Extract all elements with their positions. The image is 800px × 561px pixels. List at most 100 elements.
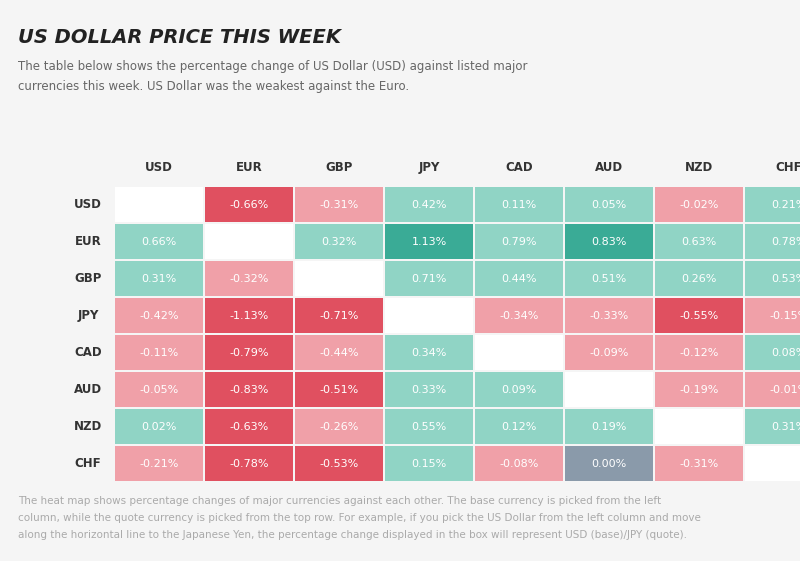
Text: US DOLLAR PRICE THIS WEEK: US DOLLAR PRICE THIS WEEK	[18, 28, 341, 47]
Text: 0.08%: 0.08%	[771, 347, 800, 357]
Text: 0.02%: 0.02%	[142, 421, 177, 431]
Bar	[475, 409, 563, 444]
Text: -0.51%: -0.51%	[319, 384, 358, 394]
Bar	[565, 409, 653, 444]
Bar	[565, 446, 653, 481]
Text: -0.12%: -0.12%	[679, 347, 718, 357]
Bar	[115, 409, 203, 444]
Text: AUD: AUD	[595, 160, 623, 173]
Bar	[475, 446, 563, 481]
Text: GBP: GBP	[74, 272, 102, 285]
Bar	[295, 409, 383, 444]
Bar	[115, 298, 203, 333]
Bar	[205, 335, 293, 370]
Bar	[745, 187, 800, 222]
Text: USD: USD	[74, 198, 102, 211]
Bar	[385, 261, 473, 296]
Text: -0.71%: -0.71%	[319, 310, 358, 320]
Text: -0.63%: -0.63%	[230, 421, 269, 431]
Bar	[745, 335, 800, 370]
Text: 0.34%: 0.34%	[411, 347, 446, 357]
Text: 1.13%: 1.13%	[411, 237, 446, 246]
Bar	[385, 335, 473, 370]
Text: -0.15%: -0.15%	[770, 310, 800, 320]
Text: CHF: CHF	[74, 457, 102, 470]
Bar	[475, 298, 563, 333]
Bar	[655, 187, 743, 222]
Text: 0.53%: 0.53%	[771, 274, 800, 283]
Text: EUR: EUR	[74, 235, 102, 248]
Bar	[385, 372, 473, 407]
Bar	[565, 298, 653, 333]
Text: 0.32%: 0.32%	[322, 237, 357, 246]
Bar	[205, 372, 293, 407]
Bar	[115, 446, 203, 481]
Bar	[115, 224, 203, 259]
Text: -0.53%: -0.53%	[319, 458, 358, 468]
Bar	[205, 261, 293, 296]
Text: -0.83%: -0.83%	[230, 384, 269, 394]
Bar	[565, 372, 653, 407]
Bar	[655, 224, 743, 259]
Bar	[745, 446, 800, 481]
Text: 0.79%: 0.79%	[502, 237, 537, 246]
Text: 0.15%: 0.15%	[411, 458, 446, 468]
Text: CAD: CAD	[74, 346, 102, 359]
Text: 0.31%: 0.31%	[771, 421, 800, 431]
Bar	[655, 335, 743, 370]
Bar	[475, 261, 563, 296]
Bar	[295, 335, 383, 370]
Bar	[655, 298, 743, 333]
Bar	[295, 446, 383, 481]
Bar	[655, 409, 743, 444]
Bar	[205, 187, 293, 222]
Text: -0.09%: -0.09%	[590, 347, 629, 357]
Text: NZD: NZD	[74, 420, 102, 433]
Text: GBP: GBP	[326, 160, 353, 173]
Bar	[205, 409, 293, 444]
Text: 0.31%: 0.31%	[142, 274, 177, 283]
Text: 0.51%: 0.51%	[591, 274, 626, 283]
Text: -0.33%: -0.33%	[590, 310, 629, 320]
Bar	[745, 298, 800, 333]
Text: 0.05%: 0.05%	[591, 200, 626, 209]
Text: -0.32%: -0.32%	[230, 274, 269, 283]
Text: 0.78%: 0.78%	[771, 237, 800, 246]
Text: -0.66%: -0.66%	[230, 200, 269, 209]
Text: -0.08%: -0.08%	[499, 458, 538, 468]
Text: 0.63%: 0.63%	[682, 237, 717, 246]
Text: 0.42%: 0.42%	[411, 200, 446, 209]
Bar	[295, 261, 383, 296]
Bar	[565, 261, 653, 296]
Bar	[115, 187, 203, 222]
Bar	[475, 187, 563, 222]
Text: 0.71%: 0.71%	[411, 274, 446, 283]
Text: -0.19%: -0.19%	[679, 384, 718, 394]
Bar	[115, 372, 203, 407]
Text: 0.11%: 0.11%	[502, 200, 537, 209]
Bar	[295, 224, 383, 259]
Text: AUD: AUD	[74, 383, 102, 396]
Text: 0.21%: 0.21%	[771, 200, 800, 209]
Bar	[565, 187, 653, 222]
Bar	[475, 372, 563, 407]
Bar	[115, 335, 203, 370]
Text: The heat map shows percentage changes of major currencies against each other. Th: The heat map shows percentage changes of…	[18, 496, 701, 540]
Bar	[745, 224, 800, 259]
Bar	[745, 372, 800, 407]
Bar	[385, 298, 473, 333]
Bar	[655, 446, 743, 481]
Text: -0.21%: -0.21%	[139, 458, 178, 468]
Bar	[295, 372, 383, 407]
Bar	[745, 409, 800, 444]
Bar	[475, 224, 563, 259]
Bar	[385, 224, 473, 259]
Text: 0.00%: 0.00%	[591, 458, 626, 468]
Bar	[655, 261, 743, 296]
Text: 0.19%: 0.19%	[591, 421, 626, 431]
Text: 0.26%: 0.26%	[682, 274, 717, 283]
Text: 0.33%: 0.33%	[411, 384, 446, 394]
Bar	[475, 335, 563, 370]
Text: -0.26%: -0.26%	[319, 421, 358, 431]
Bar	[565, 335, 653, 370]
